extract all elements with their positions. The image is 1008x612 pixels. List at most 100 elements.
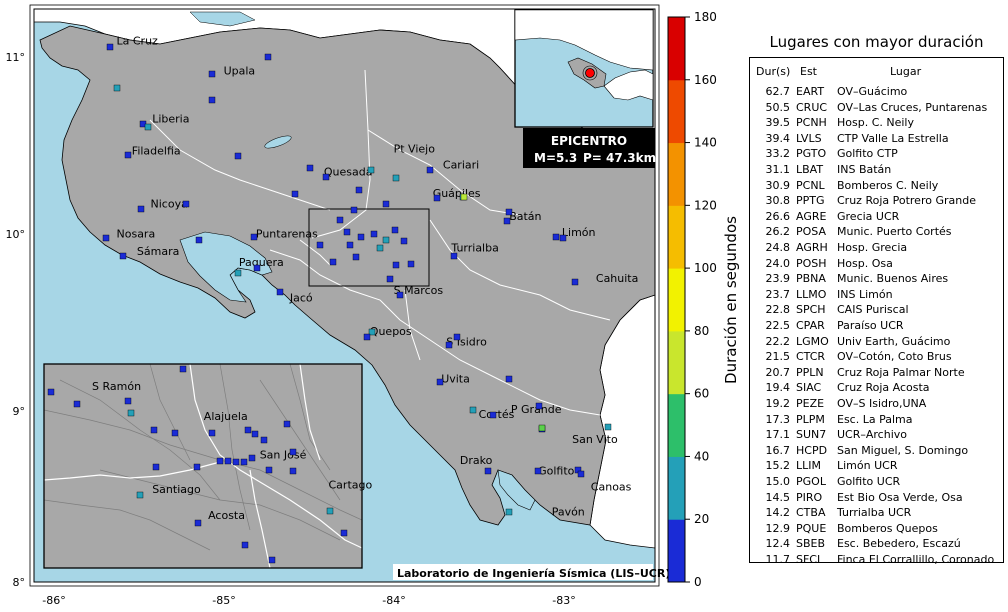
place-cell: Bomberos C. Neily xyxy=(837,178,939,192)
colorbar-band xyxy=(668,456,685,520)
axis-labels: 11° 10° 9° 8° -86° -85° -84° -83° xyxy=(6,51,576,607)
station-marker xyxy=(357,233,365,241)
place-cell: Est Bio Osa Verde, Osa xyxy=(837,490,963,504)
station-marker xyxy=(234,269,242,277)
city-label: Filadelfia xyxy=(132,144,181,157)
city-label: La Cruz xyxy=(117,35,159,48)
city-label: Liberia xyxy=(152,112,189,125)
gulf-of-nicoya xyxy=(179,231,273,303)
colorbar-tick-label: 80 xyxy=(694,324,709,338)
place-cell: Bomberos Quepos xyxy=(837,521,938,535)
colorbar-frame xyxy=(667,16,686,583)
place-cell: Cruz Roja Palmar Norte xyxy=(837,365,965,379)
city-label: Drako xyxy=(460,454,493,467)
place-cell: Esc. La Palma xyxy=(837,412,913,426)
station-marker xyxy=(208,70,216,78)
epicenter-title: EPICENTRO xyxy=(551,134,627,148)
latitude-tick-label: 9° xyxy=(13,405,26,418)
duration-cell: 14.2 xyxy=(765,506,791,520)
station-marker xyxy=(386,275,394,283)
station-cell: LLIM xyxy=(796,459,821,473)
station-cell: PBNA xyxy=(796,272,826,286)
epicenter-info-box xyxy=(523,128,655,168)
table-row: 39.4 LVLS CTP Valle La Estrella xyxy=(750,132,1003,147)
inset-station-marker xyxy=(193,463,201,471)
inset-city-labels: S Ramón Alajuela San José Santiago Cartago Ac… xyxy=(92,380,372,522)
colorbar-tick-label: 160 xyxy=(694,73,717,87)
credit-text: Laboratorio de Ingeniería Sísmica (LIS–U… xyxy=(397,567,670,580)
duration-cell: 12.9 xyxy=(765,521,791,535)
table-row: 26.2 POSA Munic. Puerto Cortés xyxy=(750,225,1003,240)
table-row: 21.5 CTCR OV–Cotón, Coto Brus xyxy=(750,350,1003,365)
station-marker xyxy=(329,258,337,266)
inset-station-marker xyxy=(241,541,249,549)
city-label: Quesada xyxy=(324,166,373,179)
lake-arenal xyxy=(264,135,292,149)
colorbar-tick-label: 60 xyxy=(694,387,709,401)
city-label: Paquera xyxy=(239,256,284,269)
province-boundaries xyxy=(149,69,611,416)
station-cell: SIAC xyxy=(796,381,822,395)
table-row: 31.1 LBAT INS Batán xyxy=(750,163,1003,178)
colorbar-tick-label: 180 xyxy=(694,10,717,24)
station-marker xyxy=(484,467,492,475)
station-marker xyxy=(291,190,299,198)
station-cell: PPLN xyxy=(796,365,824,379)
city-label: Cortés xyxy=(479,408,515,421)
inset-station-marker xyxy=(340,529,348,537)
station-marker xyxy=(469,406,477,414)
station-marker xyxy=(250,233,258,241)
station-cell: PIRO xyxy=(796,490,823,504)
latitude-tick-label: 8° xyxy=(13,576,26,589)
epicenter-magnitude: M=5.3 xyxy=(534,151,577,165)
table-row: 19.4 SIAC Cruz Roja Acosta xyxy=(750,381,1003,396)
inset-station-marker xyxy=(179,365,187,373)
colorbar-tick-label: 20 xyxy=(694,512,709,526)
station-cell: PLPM xyxy=(796,412,825,426)
inset-station-marker xyxy=(265,466,273,474)
station-marker xyxy=(368,328,376,336)
station-cell: HCPD xyxy=(796,443,828,457)
station-cell: CTCR xyxy=(796,350,826,364)
duration-cell: 31.1 xyxy=(765,163,791,176)
city-labels: La Cruz Upala Liberia Filadelfia Quesada Pt V… xyxy=(117,35,639,519)
station-marker xyxy=(392,261,400,269)
city-label: Pavón xyxy=(552,505,585,518)
station-marker xyxy=(336,216,344,224)
inset-station-marker xyxy=(124,397,132,405)
colorbar-band xyxy=(668,79,685,144)
station-cell: SBEB xyxy=(796,537,826,551)
inset-station-marker xyxy=(194,519,202,527)
inset-station-marker xyxy=(136,491,144,499)
costa-rica-landmass xyxy=(39,25,655,526)
inset-station-marker xyxy=(240,458,248,466)
city-label: Limón xyxy=(562,226,596,239)
city-label: Cahuita xyxy=(596,272,638,285)
station-marker xyxy=(355,186,363,194)
inset-station-marker xyxy=(232,458,240,466)
city-label: P Grande xyxy=(511,403,562,416)
table-row: 14.2 CTBA Turrialba UCR xyxy=(750,506,1003,521)
station-marker xyxy=(436,378,444,386)
station-marker xyxy=(316,241,324,249)
table-row: 12.9 PQUE Bomberos Quepos xyxy=(750,522,1003,537)
place-cell: Esc. Bebedero, Escazú xyxy=(837,537,961,551)
inset-station-marker xyxy=(73,400,81,408)
header-duration: Dur(s) xyxy=(756,65,791,78)
station-marker xyxy=(119,252,127,260)
inset-city-label: Cartago xyxy=(329,479,373,492)
inset-station-marker xyxy=(150,426,158,434)
station-cell: CPAR xyxy=(796,319,825,332)
inset-station-marker xyxy=(127,409,135,417)
inset-city-label: Alajuela xyxy=(204,410,248,423)
inset-station-marker xyxy=(289,467,297,475)
duration-cell: 23.7 xyxy=(765,287,791,301)
station-marker xyxy=(144,123,152,131)
colorbar-band xyxy=(668,17,685,81)
station-marker xyxy=(234,152,242,160)
station-marker xyxy=(407,260,415,268)
table-row: 19.2 PEZE OV–S Isidro,UNA xyxy=(750,397,1003,412)
station-marker xyxy=(363,333,371,341)
station-cell: PEZE xyxy=(796,397,825,410)
duration-cell: 22.2 xyxy=(765,334,791,348)
